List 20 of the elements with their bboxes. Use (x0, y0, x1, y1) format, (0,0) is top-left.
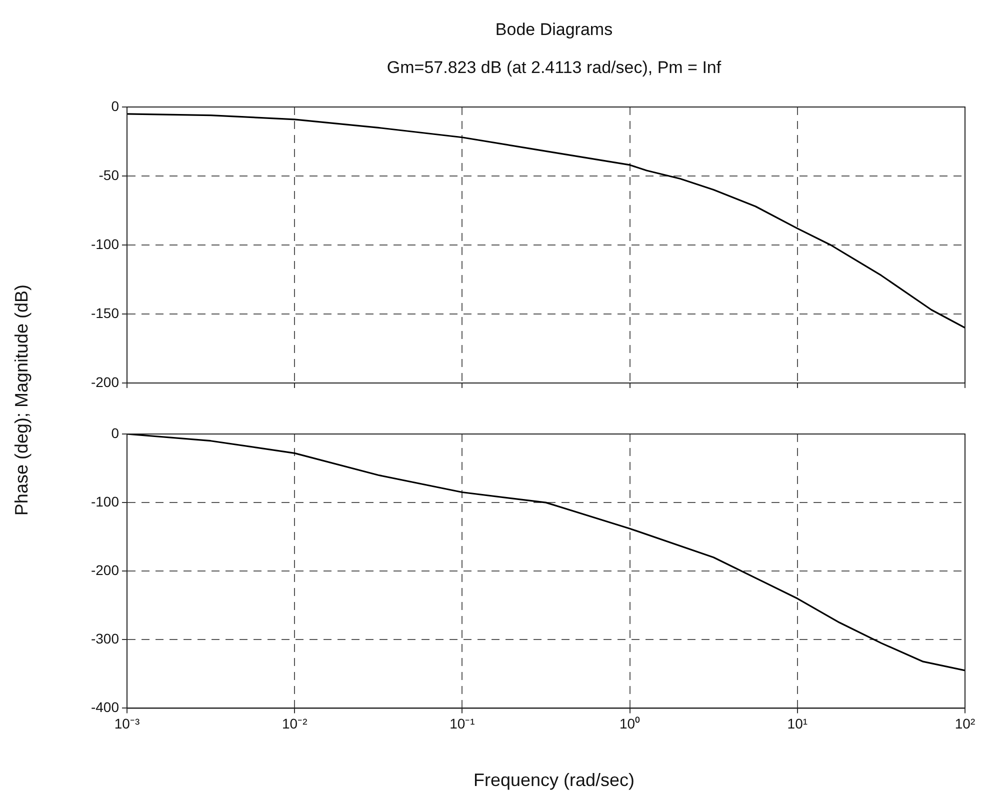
y-tick-label: -150 (90, 304, 120, 321)
chart-subtitle: Gm=57.823 dB (at 2.4113 rad/sec), Pm = Inf (386, 58, 722, 78)
y-tick-label: -400 (90, 699, 120, 716)
x-tick-label: 10¹ (787, 715, 808, 732)
x-tick-label: 10⁻¹ (450, 715, 476, 732)
y-tick-label: -100 (90, 493, 120, 510)
x-tick-label: 10⁰ (620, 715, 640, 732)
y-tick-label: 0 (111, 424, 120, 441)
chart-title: Bode Diagrams (494, 20, 614, 40)
x-axis-title: Frequency (rad/sec) (472, 770, 636, 791)
y-tick-label: -50 (98, 166, 120, 183)
y-tick-label: -300 (90, 630, 120, 647)
y-tick-label: -200 (90, 374, 120, 390)
y-tick-label: -100 (90, 236, 120, 252)
y-tick-label: -200 (90, 562, 120, 578)
x-tick-label: 10⁻² (282, 715, 308, 732)
x-tick-label: 10² (954, 715, 976, 732)
x-tick-label: 10⁻³ (114, 715, 140, 732)
y-tick-label: 0 (111, 98, 120, 114)
y-axis-title: Phase (deg); Magnitude (dB) (12, 284, 32, 516)
